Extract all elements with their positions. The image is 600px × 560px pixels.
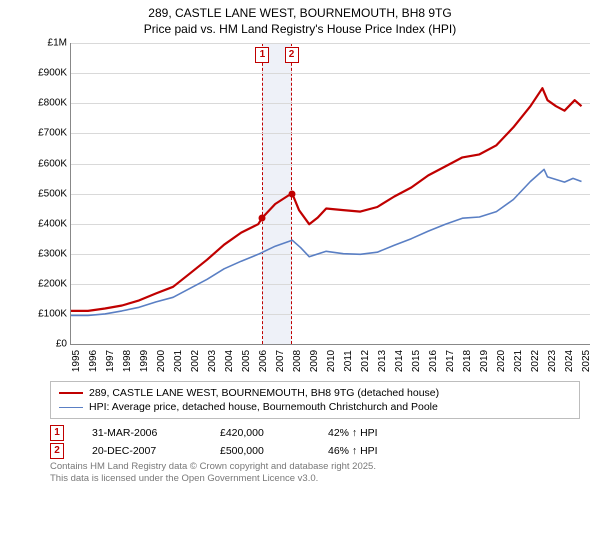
ytick-label: £300K bbox=[31, 248, 67, 259]
series-property bbox=[71, 88, 582, 311]
ytick-label: £1M bbox=[31, 38, 67, 49]
xtick-label: 2006 bbox=[258, 350, 269, 372]
xtick-label: 2008 bbox=[292, 350, 303, 372]
xtick-label: 2014 bbox=[394, 350, 405, 372]
ytick-label: £0 bbox=[31, 339, 67, 350]
annotation-date-2: 20-DEC-2007 bbox=[92, 445, 192, 457]
ytick-label: £600K bbox=[31, 158, 67, 169]
xtick-label: 2016 bbox=[428, 350, 439, 372]
xtick-label: 2009 bbox=[309, 350, 320, 372]
xtick-label: 2019 bbox=[479, 350, 490, 372]
series-marker bbox=[288, 190, 295, 197]
annotation-delta-1: 42% ↑ HPI bbox=[328, 427, 378, 439]
ytick-label: £400K bbox=[31, 218, 67, 229]
xtick-label: 2023 bbox=[547, 350, 558, 372]
xtick-label: 1999 bbox=[139, 350, 150, 372]
chart-container: 289, CASTLE LANE WEST, BOURNEMOUTH, BH8 … bbox=[0, 0, 600, 489]
xtick-label: 2011 bbox=[343, 350, 354, 372]
xtick-label: 2024 bbox=[564, 350, 575, 372]
xtick-label: 2001 bbox=[173, 350, 184, 372]
xtick-label: 1998 bbox=[122, 350, 133, 372]
xtick-label: 2025 bbox=[581, 350, 592, 372]
annotation-price-2: £500,000 bbox=[220, 445, 300, 457]
legend: 289, CASTLE LANE WEST, BOURNEMOUTH, BH8 … bbox=[50, 381, 580, 419]
footer-note: Contains HM Land Registry data © Crown c… bbox=[50, 461, 580, 485]
xtick-label: 2021 bbox=[513, 350, 524, 372]
legend-row-hpi: HPI: Average price, detached house, Bour… bbox=[59, 400, 571, 414]
xtick-label: 2022 bbox=[530, 350, 541, 372]
chart-flag-1: 1 bbox=[255, 47, 269, 63]
ytick-label: £500K bbox=[31, 188, 67, 199]
xtick-label: 2018 bbox=[462, 350, 473, 372]
xtick-label: 2017 bbox=[445, 350, 456, 372]
ytick-label: £100K bbox=[31, 309, 67, 320]
legend-swatch-property bbox=[59, 392, 83, 394]
xtick-label: 2010 bbox=[326, 350, 337, 372]
footer-line-2: This data is licensed under the Open Gov… bbox=[50, 473, 580, 485]
chart-flag-2: 2 bbox=[285, 47, 299, 63]
legend-swatch-hpi bbox=[59, 407, 83, 408]
ytick-label: £900K bbox=[31, 68, 67, 79]
xtick-label: 2007 bbox=[275, 350, 286, 372]
xtick-label: 1995 bbox=[71, 350, 82, 372]
xtick-label: 2000 bbox=[156, 350, 167, 372]
xtick-label: 2015 bbox=[411, 350, 422, 372]
xtick-label: 1996 bbox=[88, 350, 99, 372]
title-line-2: Price paid vs. HM Land Registry's House … bbox=[10, 22, 590, 38]
series-svg bbox=[71, 43, 590, 344]
annotation-delta-2: 46% ↑ HPI bbox=[328, 445, 378, 457]
annotation-price-1: £420,000 bbox=[220, 427, 300, 439]
plot-inner: £0£100K£200K£300K£400K£500K£600K£700K£80… bbox=[70, 43, 590, 345]
footer-line-1: Contains HM Land Registry data © Crown c… bbox=[50, 461, 580, 473]
xtick-label: 2002 bbox=[190, 350, 201, 372]
legend-label-property: 289, CASTLE LANE WEST, BOURNEMOUTH, BH8 … bbox=[89, 387, 439, 399]
xtick-label: 1997 bbox=[105, 350, 116, 372]
xtick-label: 2020 bbox=[496, 350, 507, 372]
annotation-date-1: 31-MAR-2006 bbox=[92, 427, 192, 439]
plot-area: £0 £100K £200K £300K £400K £500K £600K £700K £80… bbox=[30, 43, 590, 373]
ytick-label: £200K bbox=[31, 278, 67, 289]
series-marker bbox=[259, 214, 266, 221]
legend-label-hpi: HPI: Average price, detached house, Bour… bbox=[89, 401, 438, 413]
xtick-label: 2013 bbox=[377, 350, 388, 372]
annotation-flag-1: 1 bbox=[50, 425, 64, 441]
chart-title: 289, CASTLE LANE WEST, BOURNEMOUTH, BH8 … bbox=[10, 6, 590, 37]
xtick-label: 2004 bbox=[224, 350, 235, 372]
title-line-1: 289, CASTLE LANE WEST, BOURNEMOUTH, BH8 … bbox=[10, 6, 590, 22]
legend-row-property: 289, CASTLE LANE WEST, BOURNEMOUTH, BH8 … bbox=[59, 386, 571, 400]
annotation-flag-2: 2 bbox=[50, 443, 64, 459]
annotation-row-2: 2 20-DEC-2007 £500,000 46% ↑ HPI bbox=[50, 443, 580, 459]
series-hpi bbox=[71, 170, 582, 316]
annotations: 1 31-MAR-2006 £420,000 42% ↑ HPI 2 20-DE… bbox=[50, 425, 580, 459]
xtick-label: 2005 bbox=[241, 350, 252, 372]
xtick-label: 2003 bbox=[207, 350, 218, 372]
xtick-label: 2012 bbox=[360, 350, 371, 372]
ytick-label: £700K bbox=[31, 128, 67, 139]
annotation-row-1: 1 31-MAR-2006 £420,000 42% ↑ HPI bbox=[50, 425, 580, 441]
ytick-label: £800K bbox=[31, 98, 67, 109]
